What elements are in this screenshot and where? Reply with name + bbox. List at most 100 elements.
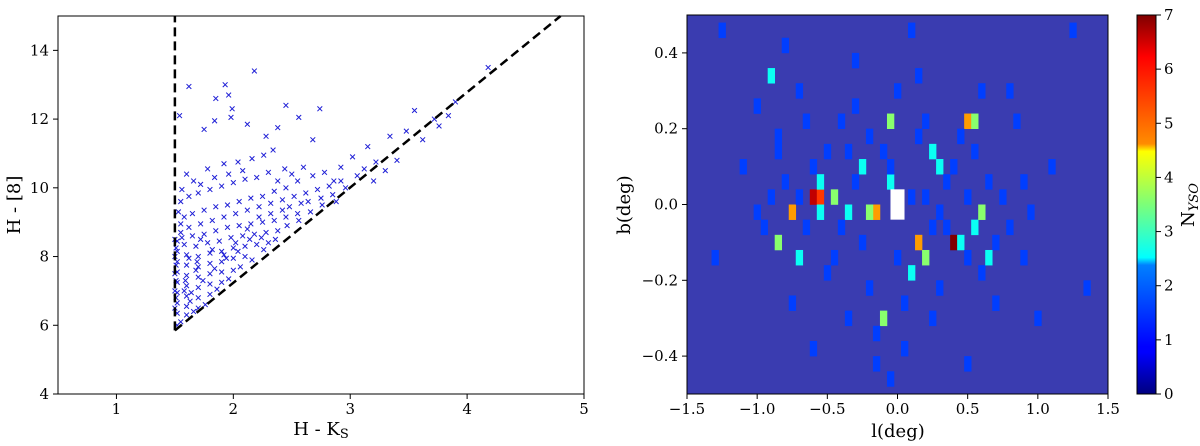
heatmap-cell [915,128,923,145]
scatter-point [259,193,266,200]
heatmap-x-tick-label: −1.5 [669,400,705,418]
scatter-point [195,284,202,291]
scatter-point [242,243,248,249]
heatmap-cell [865,280,874,296]
heatmap-cell [858,234,867,251]
scatter-point [485,64,491,71]
scatter-point [181,241,187,248]
scatter-point [225,171,232,177]
heatmap-x-tick-label: −0.5 [809,400,845,418]
heatmap-x-tick-label: 0.5 [956,400,980,418]
scatter-point [222,81,228,88]
scatter-point [272,236,279,243]
scatter-point [181,288,187,294]
scatter-y-tick-label: 6 [39,316,49,334]
scatter-point [179,186,185,193]
scatter-point [296,217,302,224]
scatter-x-ticks: 1 2 3 4 5 [112,394,589,418]
scatter-point [211,118,218,124]
colorbar-tick-label: 4 [1164,168,1174,186]
heatmap-cell [851,174,860,190]
heatmap-cell [971,113,979,129]
heatmap-cell [865,204,874,220]
scatter-point [214,286,220,292]
scatter-point [329,191,336,198]
scatter-point [200,277,206,284]
heatmap-x-ticks: −1.5 −1.0 −0.5 0.0 0.5 1.0 1.5 [669,394,1120,418]
scatter-point [361,166,368,172]
scatter-point [274,178,281,184]
scatter-point [294,210,301,217]
heatmap-cell [929,219,937,236]
heatmap-cell [964,113,972,129]
scatter-point [176,112,183,119]
heatmap-cell [879,143,888,160]
heatmap-cell [943,174,951,190]
scatter-y-axis-label: H - [8] [4,176,25,235]
scatter-point [230,245,237,251]
heatmap-cell [1069,22,1077,39]
scatter-point [342,185,349,191]
scatter-point [189,210,196,217]
scatter-point [248,195,254,201]
scatter-point [209,246,216,253]
scatter-point [182,277,189,284]
heatmap-cell [957,234,965,251]
heatmap-y-tick-label: 0.0 [654,196,678,214]
scatter-point [436,123,442,129]
heatmap-cell [788,295,797,311]
scatter-point [239,167,246,174]
scatter-point [207,186,213,193]
colorbar-tick-label: 6 [1164,60,1174,78]
scatter-point [230,267,237,274]
heatmap-cell [971,143,979,160]
heatmap-cell [936,280,944,296]
scatter-point [239,233,246,239]
heatmap-cell [781,174,790,190]
scatter-point [194,258,200,265]
scatter-point [204,166,211,172]
scatter-point [286,203,293,210]
scatter-point [213,228,219,234]
heatmap-cells [711,22,1091,387]
scatter-point [183,293,190,299]
scatter-point [387,133,393,140]
scatter-point [187,298,193,304]
heatmap-cell [915,234,923,251]
heatmap-masked-region [890,189,905,220]
scatter-point [279,197,286,203]
scatter-y-tick-label: 14 [30,41,49,59]
scatter-point [296,114,302,121]
heatmap-y-tick-label: −0.4 [642,347,678,365]
heatmap-cell [922,249,930,266]
scatter-point [248,221,254,227]
heatmap-cell [915,68,923,84]
scatter-point [318,195,324,201]
heatmap-cell [964,356,972,372]
scatter-point [349,154,356,160]
scatter-guide-line [174,15,562,332]
heatmap-cell [1027,204,1035,220]
heatmap-cell [767,68,776,84]
scatter-point [183,312,190,318]
scatter-point [338,164,344,170]
scatter-point [225,276,232,282]
scatter-x-tick-label: 5 [579,400,589,418]
heatmap-cell [886,371,895,387]
scatter-x-tick-label: 1 [112,400,122,418]
scatter-point [333,198,339,205]
heatmap-cell [844,310,853,327]
scatter-point [183,283,190,289]
colorbar-label: NYSO [1178,183,1200,227]
scatter-point [317,106,323,112]
heatmap-cell [830,249,839,266]
scatter-point [251,68,258,74]
scatter-point [394,157,400,164]
heatmap-y-ticks: −0.4 −0.2 0.0 0.2 0.4 [642,44,687,365]
scatter-point [177,229,184,236]
scatter-point [314,186,321,193]
scatter-point [256,214,262,220]
scatter-point [331,178,337,184]
scatter-point [242,253,248,260]
